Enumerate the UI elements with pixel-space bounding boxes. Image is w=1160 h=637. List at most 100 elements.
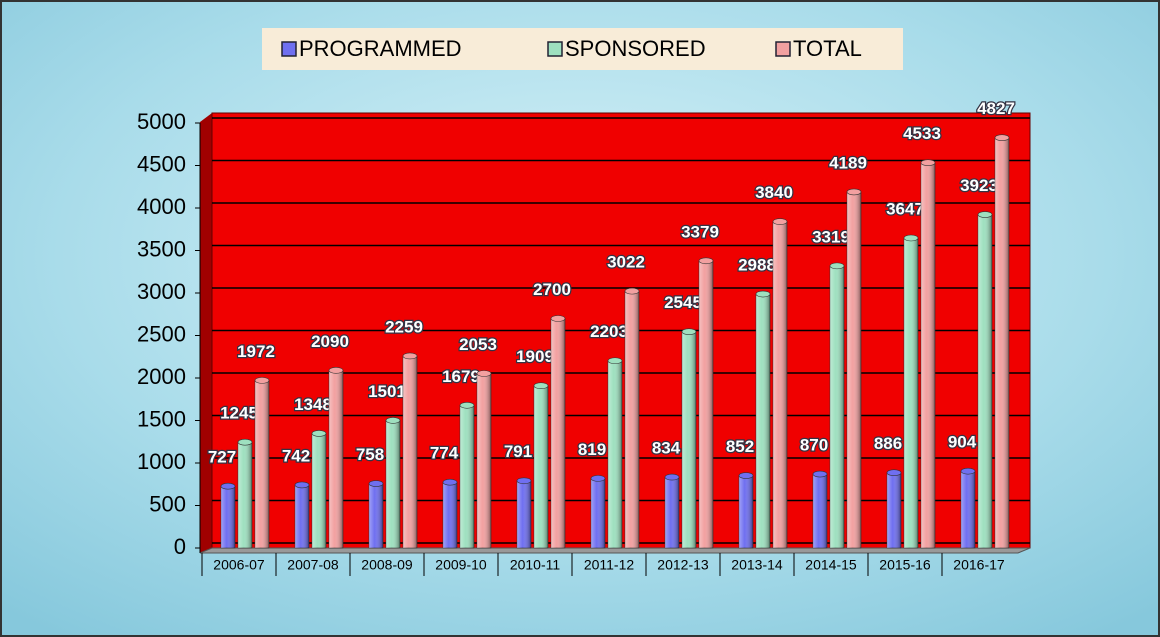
bar-top <box>624 287 640 295</box>
bar-shade <box>517 480 531 548</box>
value-label: 4827 <box>977 99 1015 118</box>
x-tick-label: 2013-14 <box>731 557 783 573</box>
value-label: 3379 <box>681 222 719 241</box>
bar-shade <box>608 360 622 548</box>
y-tick-label: 3500 <box>137 236 186 261</box>
value-label: 2988 <box>738 256 776 275</box>
bar-shade <box>477 373 491 548</box>
value-label: 2259 <box>385 317 423 336</box>
value-label: 4189 <box>829 153 867 172</box>
bar-top <box>590 475 606 482</box>
bar-shade <box>312 433 326 548</box>
legend <box>262 28 903 70</box>
bar-top <box>607 357 623 365</box>
bar-shade <box>813 474 827 548</box>
legend-swatch <box>547 41 563 57</box>
floor <box>199 547 1031 554</box>
legend-label: PROGRAMMED <box>299 36 462 61</box>
bar-shade <box>625 291 639 548</box>
bar-shade <box>756 294 770 548</box>
y-tick-label: 2000 <box>137 364 186 389</box>
bar-shade <box>329 370 343 548</box>
bar-shade <box>978 214 992 549</box>
x-tick-label: 2008-09 <box>361 557 413 573</box>
value-label: 834 <box>652 439 681 458</box>
side-wall <box>200 113 212 553</box>
bar-top <box>254 377 270 384</box>
value-label: 819 <box>578 440 606 459</box>
x-tick-label: 2014-15 <box>805 557 857 573</box>
bar-top <box>772 218 788 225</box>
bar-top <box>402 352 418 360</box>
value-label: 4533 <box>903 124 941 143</box>
bar-shade <box>386 420 400 548</box>
value-label: 852 <box>726 437 754 456</box>
bar-top <box>829 262 845 270</box>
value-label: 904 <box>948 433 977 452</box>
bar-shade <box>551 318 565 548</box>
x-tick-label: 2011-12 <box>584 557 635 573</box>
legend-swatch <box>281 41 297 57</box>
bar-shade <box>961 471 975 548</box>
legend-label: TOTAL <box>793 36 862 61</box>
x-tick-label: 2006-07 <box>213 557 265 573</box>
bar-top <box>664 473 680 481</box>
bar-shade <box>403 355 417 548</box>
y-tick-label: 4500 <box>137 151 186 176</box>
x-tick-label: 2009-10 <box>435 557 487 573</box>
y-tick-label: 1500 <box>137 406 186 431</box>
bar-top <box>294 481 310 489</box>
bar-top <box>476 370 492 377</box>
value-label: 2090 <box>311 332 349 351</box>
bar-shade <box>255 380 269 548</box>
bar-shade <box>921 162 935 548</box>
bar-top <box>681 328 697 335</box>
bar-top <box>368 480 384 487</box>
bar-shade <box>665 477 679 548</box>
bar-top <box>960 467 976 475</box>
value-label: 1679 <box>442 367 480 386</box>
value-label: 742 <box>282 446 310 465</box>
value-label: 1972 <box>237 342 275 361</box>
value-label: 727 <box>208 448 236 467</box>
value-label: 2545 <box>664 293 702 312</box>
bar-top <box>920 159 936 166</box>
x-tick-label: 2010-11 <box>510 557 561 573</box>
bar-top <box>459 401 475 409</box>
bar-shade <box>221 486 235 548</box>
bar-shade <box>739 475 753 548</box>
bar-shade <box>699 260 713 548</box>
bar-shade <box>460 405 474 548</box>
bar-top <box>385 417 401 424</box>
value-label: 3022 <box>607 253 645 272</box>
bar-top <box>698 257 714 265</box>
y-tick-label: 5000 <box>137 109 186 134</box>
value-label: 1909 <box>516 347 554 366</box>
bar-top <box>977 211 993 218</box>
value-label: 774 <box>430 444 459 463</box>
bar-top <box>442 478 458 486</box>
legend-swatch <box>775 41 791 57</box>
bar-shade <box>534 385 548 548</box>
legend-label: SPONSORED <box>565 36 706 61</box>
bar-shade <box>904 238 918 548</box>
bar-top <box>738 472 754 479</box>
value-label: 3840 <box>755 183 793 202</box>
value-label: 2203 <box>590 322 628 341</box>
bar-shade <box>369 483 383 548</box>
x-tick-label: 2015-16 <box>879 557 931 573</box>
y-tick-label: 500 <box>149 491 186 516</box>
value-label: 3319 <box>812 227 850 246</box>
value-label: 870 <box>800 436 828 455</box>
bar-shade <box>443 482 457 548</box>
value-label: 3923 <box>960 176 998 195</box>
value-label: 1245 <box>220 404 258 423</box>
y-tick-label: 2500 <box>137 321 186 346</box>
x-tick-label: 2016-17 <box>953 557 1005 573</box>
value-label: 1348 <box>294 395 332 414</box>
value-label: 2700 <box>533 280 571 299</box>
bar-top <box>516 477 532 485</box>
value-label: 886 <box>874 434 902 453</box>
bar-top <box>903 234 919 242</box>
